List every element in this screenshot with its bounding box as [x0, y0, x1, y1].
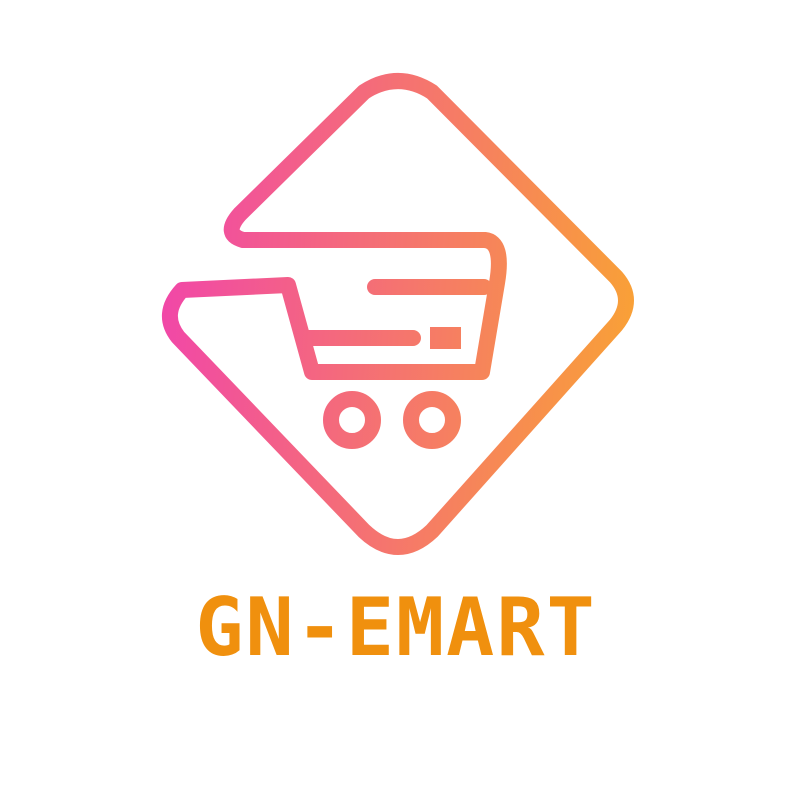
- cart-wheel-right: [403, 391, 461, 449]
- cart-wheel-left: [323, 391, 381, 449]
- diamond-outline: [162, 73, 634, 555]
- cart-accent-block: [430, 327, 461, 349]
